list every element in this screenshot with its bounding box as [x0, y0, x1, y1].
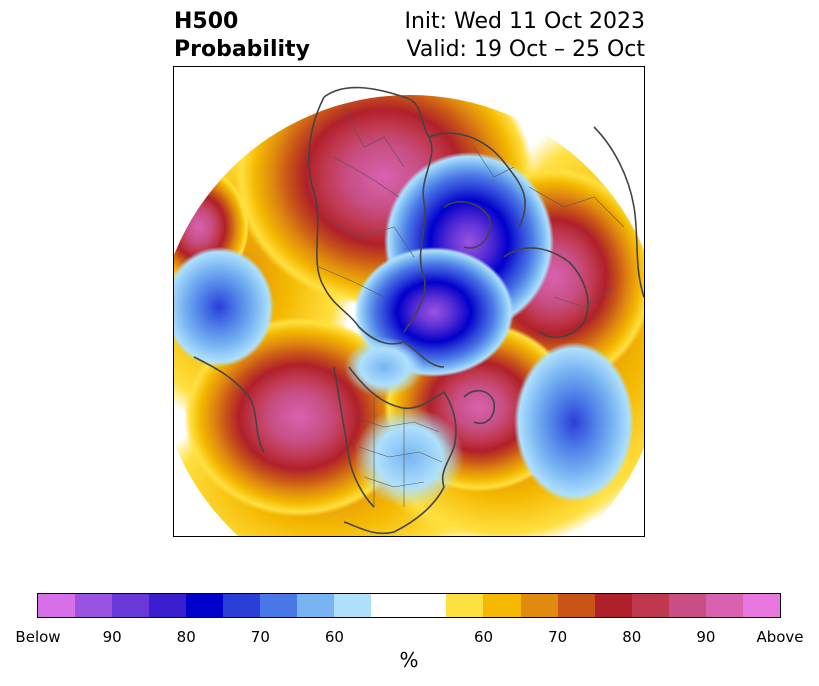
colorbar-unit-label: % — [399, 648, 419, 672]
colorbar-segment — [594, 594, 632, 617]
probability-map — [173, 66, 645, 537]
colorbar-tick-label: 70 — [548, 628, 568, 646]
political-borders — [318, 106, 625, 507]
colorbar-segment — [297, 594, 335, 617]
colorbar — [37, 593, 781, 618]
colorbar-segment — [38, 594, 76, 617]
colorbar-tick-label: Above — [756, 628, 804, 646]
colorbar-tick-label: 60 — [324, 628, 344, 646]
init-date-label: Init: Wed 11 Oct 2023 — [404, 9, 645, 34]
colorbar-segment — [742, 594, 780, 617]
colorbar-segment — [446, 594, 484, 617]
colorbar-segment — [483, 594, 521, 617]
colorbar-tick-label: 60 — [474, 628, 494, 646]
valid-range-label: Valid: 19 Oct – 25 Oct — [406, 37, 645, 62]
colorbar-segment — [371, 594, 447, 617]
colorbar-segment — [149, 594, 187, 617]
colorbar-segment — [557, 594, 595, 617]
title-block-left: H500 Probability — [174, 8, 310, 64]
colorbar-segment — [75, 594, 113, 617]
colorbar-segment — [112, 594, 150, 617]
title-line2: Probability — [174, 37, 310, 62]
coastlines — [193, 86, 644, 535]
title-line1: H500 — [174, 9, 239, 34]
colorbar-tick-label: 70 — [250, 628, 270, 646]
map-canvas — [174, 86, 644, 536]
colorbar-tick-label: 80 — [176, 628, 196, 646]
colorbar-segment — [668, 594, 706, 617]
colorbar-segment — [223, 594, 261, 617]
colorbar-tick-label: 90 — [696, 628, 716, 646]
colorbar-segment — [705, 594, 743, 617]
colorbar-tick-label: 90 — [102, 628, 122, 646]
colorbar-segment — [520, 594, 558, 617]
probability-field — [174, 95, 644, 536]
colorbar-segment — [631, 594, 669, 617]
colorbar-segment — [186, 594, 224, 617]
colorbar-tick-label: Below — [15, 628, 61, 646]
title-block-right: Init: Wed 11 Oct 2023 Valid: 19 Oct – 25… — [404, 8, 645, 64]
colorbar-tick-label: 80 — [622, 628, 642, 646]
colorbar-segment — [260, 594, 298, 617]
colorbar-segment — [334, 594, 372, 617]
